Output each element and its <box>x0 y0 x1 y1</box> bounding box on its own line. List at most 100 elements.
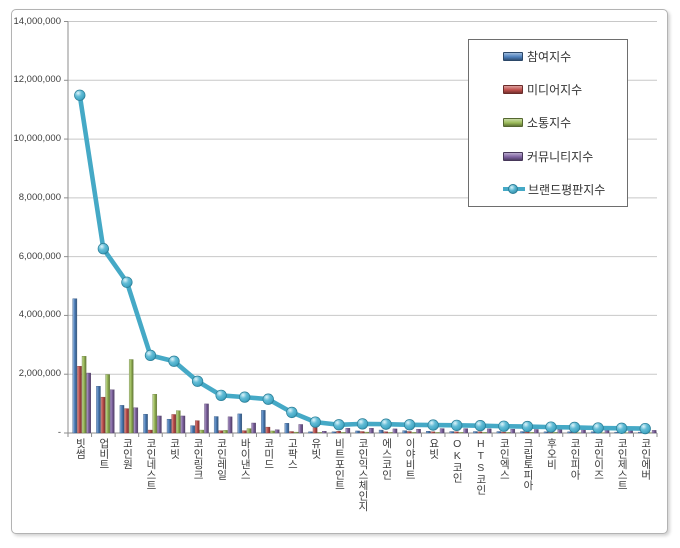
community-bar <box>274 429 280 434</box>
participation-bar <box>355 430 360 434</box>
participation-bar <box>284 423 290 434</box>
x-axis-category-label: 코인피아 <box>569 438 582 480</box>
x-axis-category-label: 크립토피아 <box>521 438 534 491</box>
community-bar <box>439 428 445 434</box>
participation-bar <box>143 413 148 434</box>
brand-index-marker <box>144 349 157 362</box>
communication-bar <box>341 432 346 434</box>
communication-bar <box>176 410 181 434</box>
communication-bar <box>270 430 275 434</box>
communication-bar <box>246 428 252 434</box>
legend-label: 브랜드평판지수 <box>528 182 606 197</box>
communication-bar <box>553 432 558 434</box>
communication-bar <box>293 431 299 434</box>
communication-bar <box>199 429 205 434</box>
community-bar <box>110 389 115 434</box>
x-axis-category-label: 빗썸 <box>74 438 87 459</box>
participation-bar <box>237 413 243 434</box>
legend-label: 소통지수 <box>527 116 572 131</box>
participation-bar <box>261 410 266 434</box>
community-bar <box>604 429 610 434</box>
media-bar <box>100 396 106 434</box>
x-axis-category-label: 후오비 <box>545 438 558 470</box>
participation-bar <box>72 298 78 434</box>
media-bar <box>477 431 483 434</box>
media-bar <box>218 430 224 434</box>
communication-bar <box>458 432 464 434</box>
x-axis-category-label: 유빗 <box>309 438 322 459</box>
community-bar <box>534 429 539 434</box>
community-bar <box>463 428 468 434</box>
x-axis-category-label: 코인에버 <box>639 438 652 480</box>
brand-index-marker <box>333 419 345 431</box>
brand-index-marker <box>309 416 322 428</box>
community-bar <box>510 428 516 434</box>
participation-swatch-icon <box>503 52 523 62</box>
media-bar <box>77 366 82 434</box>
participation-bar <box>213 416 219 434</box>
brand-index-marker <box>498 420 510 432</box>
x-axis-category-label: 업비트 <box>97 438 110 470</box>
media-bar <box>289 431 294 434</box>
participation-bar <box>402 430 407 434</box>
media-bar <box>336 431 341 434</box>
legend-item-brand-index: 브랜드평판지수 <box>503 181 627 198</box>
communication-bar <box>317 432 322 434</box>
x-axis-category-label: 코인네스트 <box>144 438 157 491</box>
media-swatch-icon <box>503 85 523 95</box>
brand-index-marker <box>545 421 557 433</box>
community-bar <box>345 428 351 434</box>
x-axis-category-label: 바이낸스 <box>239 438 252 480</box>
y-axis-tick-label: 4,000,000 <box>18 309 61 321</box>
communication-bar <box>81 356 87 434</box>
participation-bar <box>449 431 455 434</box>
y-axis-tick-label: 10,000,000 <box>13 133 61 145</box>
media-bar <box>430 431 436 434</box>
communication-bar <box>435 432 440 434</box>
community-bar <box>651 430 657 434</box>
participation-bar <box>190 425 195 434</box>
community-bar <box>180 415 186 434</box>
brand-index-marker <box>403 419 416 431</box>
legend-label: 커뮤니티지수 <box>527 149 594 164</box>
x-axis-category-label: 코인원 <box>121 438 134 470</box>
participation-bar <box>543 431 549 434</box>
media-bar <box>147 429 153 434</box>
x-axis-category-label: 비트포인트 <box>333 438 346 491</box>
brand-index-marker <box>262 393 274 405</box>
participation-bar <box>308 431 313 434</box>
communication-bar <box>411 432 417 434</box>
participation-bar <box>473 431 478 434</box>
brand-index-marker <box>191 375 204 387</box>
communication-swatch-icon <box>503 118 523 128</box>
brand-index-marker <box>427 419 439 431</box>
communication-bar <box>388 432 393 434</box>
community-bar <box>416 428 421 434</box>
communication-bar <box>529 432 534 434</box>
brand-index-marker <box>286 406 298 419</box>
media-bar <box>454 431 459 434</box>
communication-bar <box>505 432 511 434</box>
communication-bar <box>105 374 110 434</box>
legend-item-media: 미디어지수 <box>503 81 627 98</box>
x-axis-category-label: 코인제스트 <box>616 438 629 491</box>
community-bar <box>322 431 327 434</box>
brand-index-marker <box>616 422 628 434</box>
participation-bar <box>331 431 337 434</box>
community-bar <box>298 424 304 434</box>
x-axis-category-label: 코미드 <box>262 438 275 470</box>
x-axis-category-label: 코빗 <box>168 438 181 459</box>
community-bar <box>133 407 139 434</box>
legend-label: 참여지수 <box>527 50 572 65</box>
community-bar <box>227 416 233 434</box>
y-axis-tick-label: - <box>57 427 61 438</box>
participation-bar <box>96 386 101 434</box>
brand-index-marker <box>168 355 180 367</box>
community-bar <box>86 372 91 434</box>
participation-bar <box>166 418 172 434</box>
participation-bar <box>567 431 572 434</box>
brand-index-marker <box>568 421 581 434</box>
legend-item-communication: 소통지수 <box>503 114 627 131</box>
